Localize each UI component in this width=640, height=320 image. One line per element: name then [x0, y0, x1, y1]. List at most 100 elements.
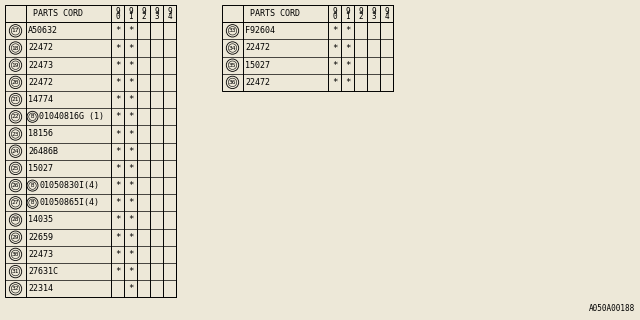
Text: *: * [345, 44, 350, 52]
Text: 15027: 15027 [28, 164, 53, 173]
Text: 3: 3 [154, 12, 159, 20]
Text: 22472: 22472 [245, 78, 270, 87]
Text: 33: 33 [228, 28, 236, 33]
Text: *: * [115, 233, 120, 242]
Text: 36: 36 [228, 80, 236, 85]
Text: 22472: 22472 [28, 78, 53, 87]
Text: 34: 34 [228, 45, 236, 51]
Text: *: * [128, 215, 133, 225]
Text: 30: 30 [12, 252, 19, 257]
Text: *: * [115, 130, 120, 139]
Text: 0: 0 [115, 12, 120, 20]
Text: *: * [128, 267, 133, 276]
Text: *: * [332, 44, 337, 52]
Text: *: * [128, 130, 133, 139]
Text: 01050865I(4): 01050865I(4) [39, 198, 99, 207]
Text: PARTS CORD: PARTS CORD [33, 9, 83, 18]
Text: 22: 22 [12, 114, 19, 119]
Text: 22473: 22473 [28, 250, 53, 259]
Text: *: * [128, 284, 133, 293]
Text: 01050830I(4): 01050830I(4) [39, 181, 99, 190]
Text: 18: 18 [12, 45, 19, 51]
Text: 01040816G (1): 01040816G (1) [39, 112, 104, 121]
Text: *: * [115, 95, 120, 104]
Bar [5, 5, 176, 297]
Text: 14774: 14774 [28, 95, 53, 104]
Text: A50632: A50632 [28, 26, 58, 35]
Text: *: * [115, 112, 120, 121]
Text: 27631C: 27631C [28, 267, 58, 276]
Text: 4: 4 [167, 12, 172, 20]
Text: *: * [128, 61, 133, 70]
Text: *: * [332, 61, 337, 70]
Text: 9: 9 [154, 7, 159, 16]
Text: *: * [115, 147, 120, 156]
Text: 22472: 22472 [245, 44, 270, 52]
Text: *: * [128, 78, 133, 87]
Text: *: * [115, 181, 120, 190]
Text: 22472: 22472 [28, 44, 53, 52]
Text: 0: 0 [332, 12, 337, 20]
Text: 9: 9 [115, 7, 120, 16]
Text: *: * [115, 61, 120, 70]
Text: *: * [115, 215, 120, 225]
Text: 9: 9 [332, 7, 337, 16]
Text: *: * [345, 78, 350, 87]
Text: 15027: 15027 [245, 61, 270, 70]
Text: 22314: 22314 [28, 284, 53, 293]
Text: 17: 17 [12, 28, 19, 33]
Text: *: * [345, 61, 350, 70]
Text: *: * [128, 95, 133, 104]
Text: *: * [115, 198, 120, 207]
Text: 35: 35 [228, 63, 236, 68]
Text: 9: 9 [128, 7, 133, 16]
Text: *: * [345, 26, 350, 35]
Text: 20: 20 [12, 80, 19, 85]
Text: *: * [128, 233, 133, 242]
Text: 9: 9 [384, 7, 389, 16]
Text: *: * [115, 250, 120, 259]
Text: *: * [128, 164, 133, 173]
Bar [222, 5, 393, 91]
Text: A050A00188: A050A00188 [589, 304, 635, 313]
Text: *: * [128, 147, 133, 156]
Text: 22473: 22473 [28, 61, 53, 70]
Text: 27: 27 [12, 200, 19, 205]
Text: F92604: F92604 [245, 26, 275, 35]
Text: *: * [115, 78, 120, 87]
Text: *: * [115, 164, 120, 173]
Text: *: * [128, 198, 133, 207]
Text: *: * [128, 250, 133, 259]
Text: PARTS CORD: PARTS CORD [250, 9, 300, 18]
Text: *: * [115, 44, 120, 52]
Text: 1: 1 [128, 12, 133, 20]
Text: 29: 29 [12, 235, 19, 240]
Text: 24: 24 [12, 149, 19, 154]
Text: *: * [128, 112, 133, 121]
Text: 25: 25 [12, 166, 19, 171]
Text: 9: 9 [358, 7, 363, 16]
Text: B: B [31, 183, 34, 188]
Text: B: B [31, 200, 34, 205]
Text: *: * [332, 78, 337, 87]
Text: 21: 21 [12, 97, 19, 102]
Text: 2: 2 [358, 12, 363, 20]
Text: 9: 9 [167, 7, 172, 16]
Text: 32: 32 [12, 286, 19, 291]
Text: 1: 1 [345, 12, 350, 20]
Text: 14035: 14035 [28, 215, 53, 225]
Text: 9: 9 [141, 7, 146, 16]
Text: *: * [115, 26, 120, 35]
Text: 28: 28 [12, 218, 19, 222]
Text: 4: 4 [384, 12, 389, 20]
Text: *: * [128, 181, 133, 190]
Text: 3: 3 [371, 12, 376, 20]
Text: 26486B: 26486B [28, 147, 58, 156]
Text: *: * [128, 44, 133, 52]
Text: 26: 26 [12, 183, 19, 188]
Text: *: * [332, 26, 337, 35]
Text: 9: 9 [371, 7, 376, 16]
Text: 22659: 22659 [28, 233, 53, 242]
Text: B: B [31, 114, 34, 119]
Text: 31: 31 [12, 269, 19, 274]
